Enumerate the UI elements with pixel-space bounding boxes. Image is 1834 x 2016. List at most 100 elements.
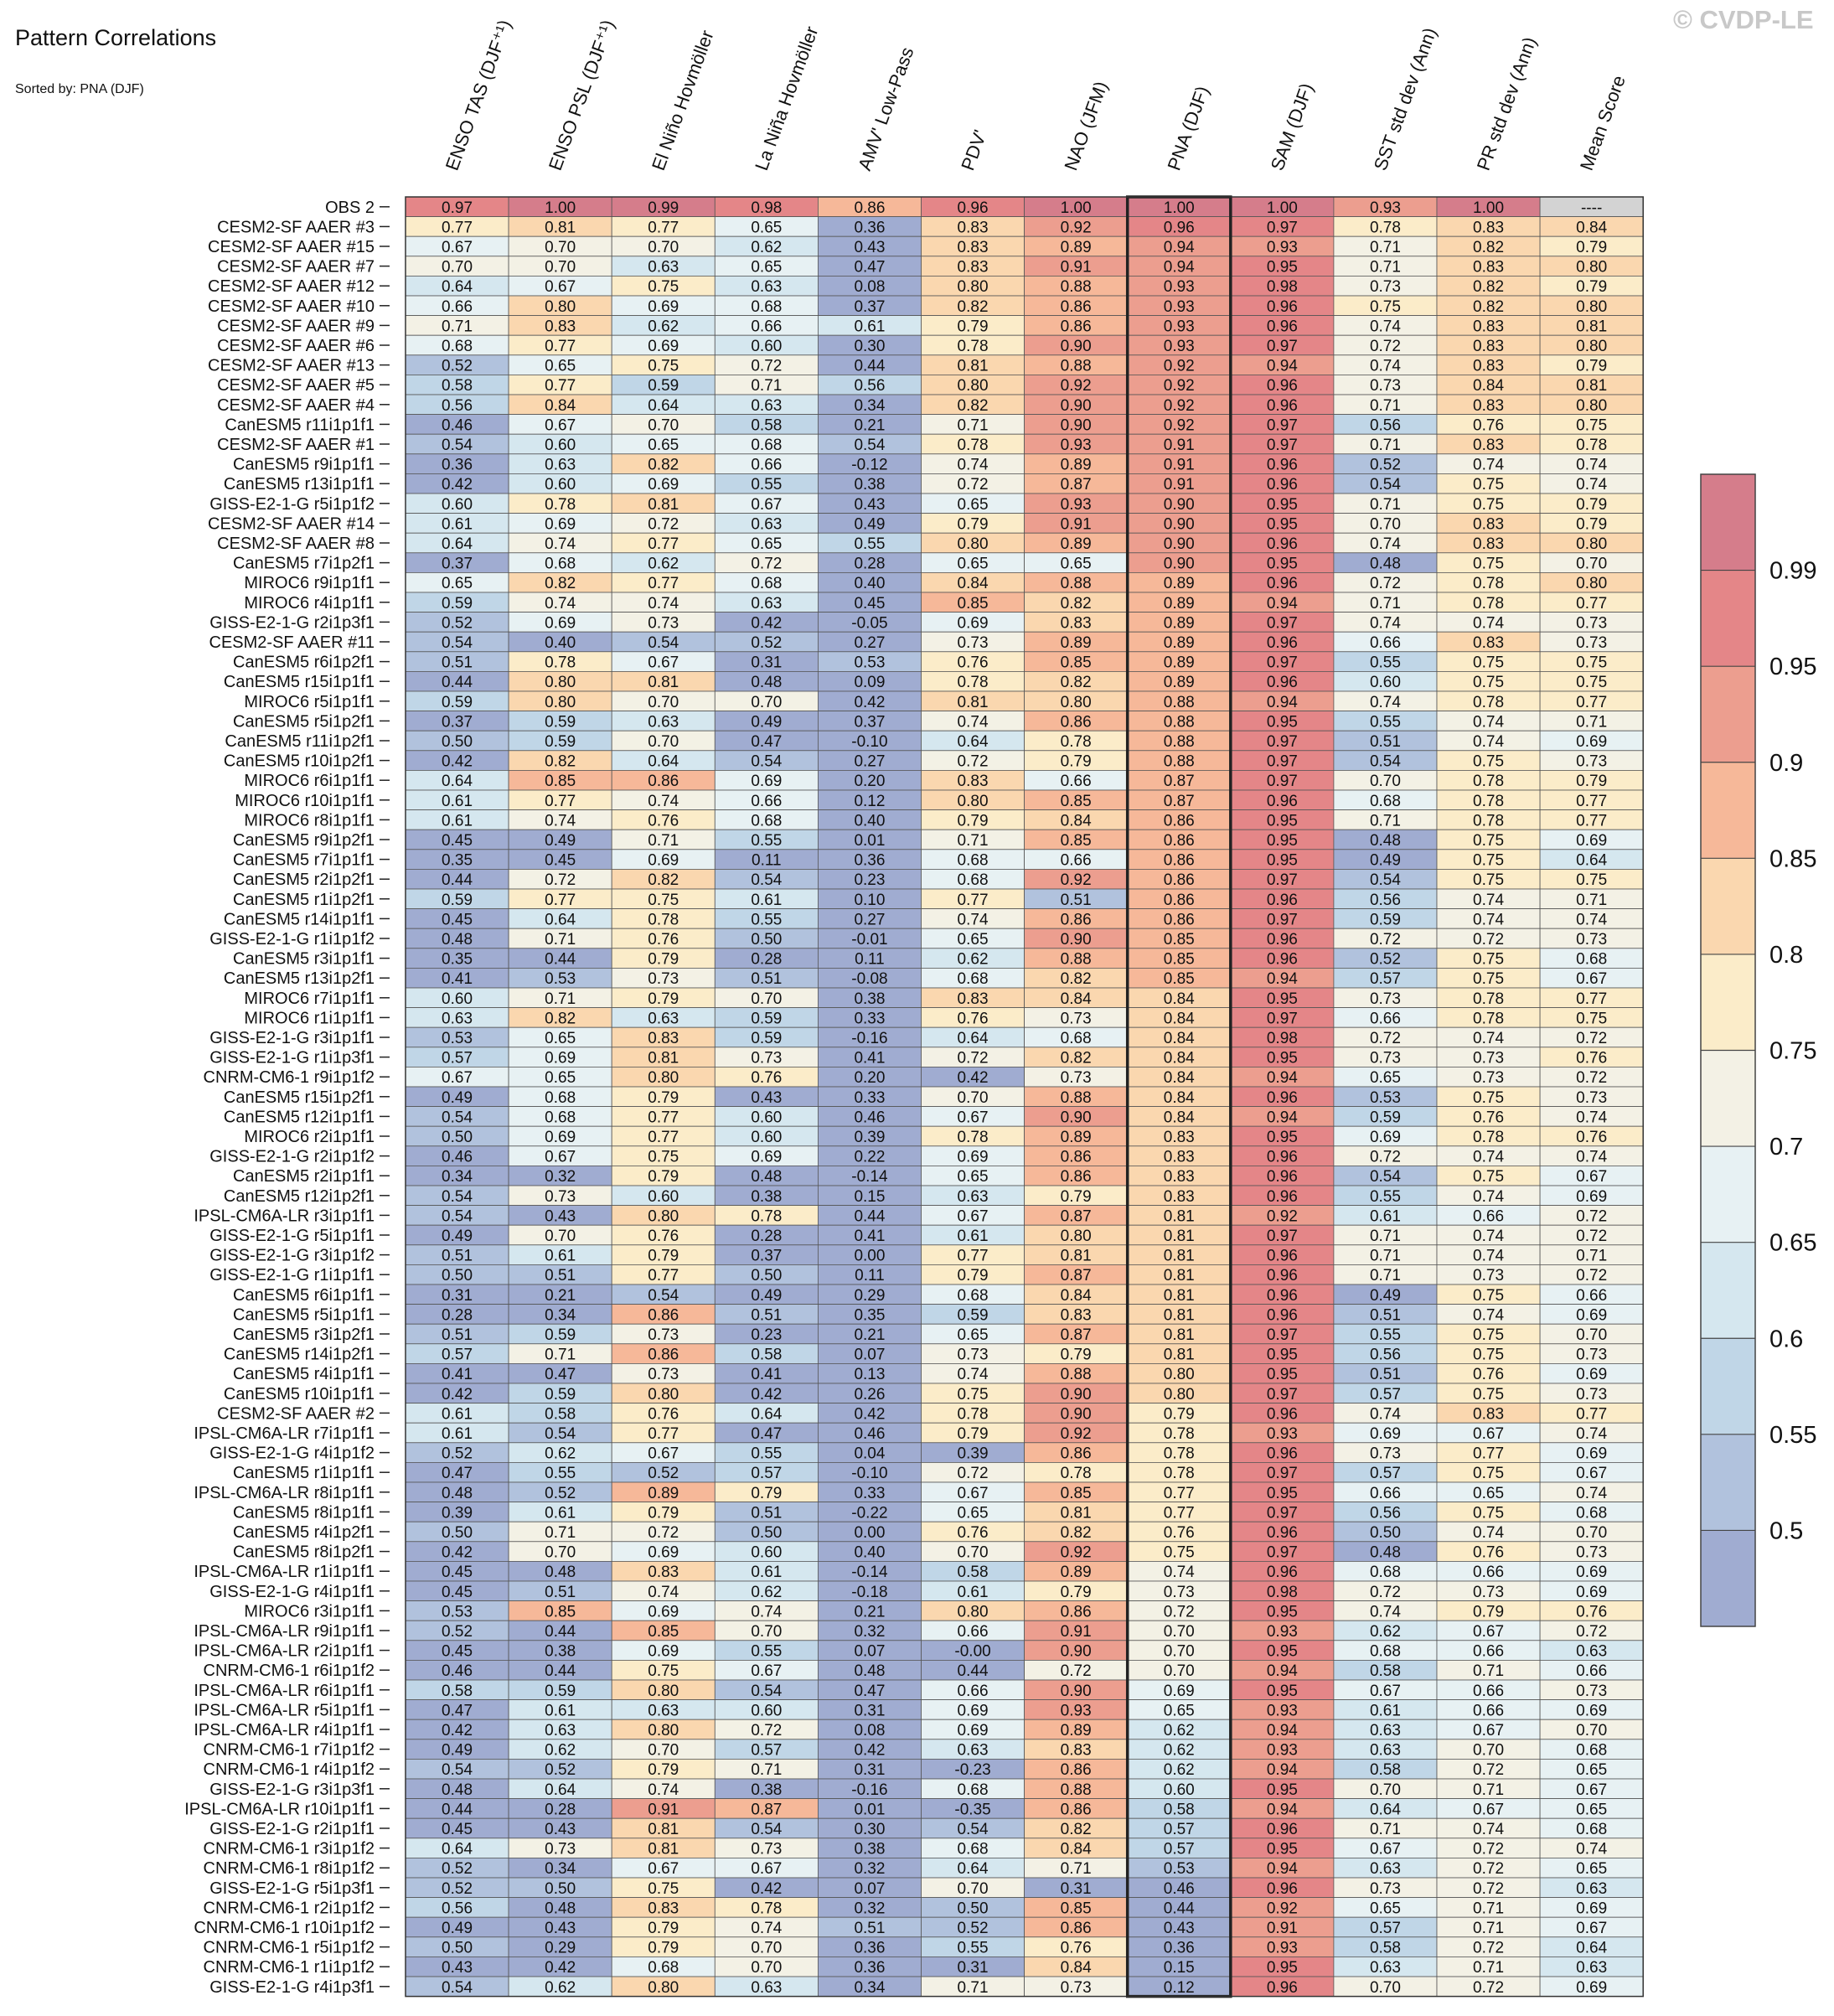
row-label: IPSL-CM6A-LR r5i1p1f1 xyxy=(194,1701,375,1719)
cell-value: 0.73 xyxy=(1370,1880,1401,1898)
cell-value: 0.61 xyxy=(751,1564,782,1581)
cell-value: 0.77 xyxy=(1164,1504,1195,1522)
cell-value: 0.57 xyxy=(751,1465,782,1482)
cell-value: 0.80 xyxy=(545,298,576,316)
cell-value: 0.80 xyxy=(1164,1386,1195,1403)
cell-value: 0.60 xyxy=(751,1129,782,1146)
cell-value: 0.56 xyxy=(1370,1347,1401,1364)
row-label: CanESM5 r7i1p2f1 xyxy=(233,555,375,573)
cell-value: 0.71 xyxy=(1370,496,1401,514)
cell-value: 0.52 xyxy=(442,1860,473,1878)
cell-value: 0.52 xyxy=(545,1761,576,1779)
cell-value: 0.93 xyxy=(1267,239,1298,256)
cell-value: 0.80 xyxy=(958,535,989,553)
cell-value: 0.45 xyxy=(442,1821,473,1838)
cell-value: 0.66 xyxy=(958,1623,989,1641)
cell-value: 0.51 xyxy=(751,970,782,988)
cell-value: 0.85 xyxy=(545,1603,576,1621)
colorbar-swatch xyxy=(1701,1242,1755,1339)
cell-value: 0.63 xyxy=(1370,1959,1401,1977)
cell-value: 0.72 xyxy=(751,1722,782,1739)
cell-value: 0.81 xyxy=(648,1050,679,1067)
cell-value: 0.80 xyxy=(1576,535,1607,553)
cell-value: 0.75 xyxy=(1473,970,1504,988)
cell-value: 0.70 xyxy=(958,1544,989,1562)
row-label: CanESM5 r1i1p1f1 xyxy=(233,1464,375,1482)
cell-value: 0.47 xyxy=(854,259,885,277)
cell-value: 0.84 xyxy=(545,397,576,415)
cell-value: 0.81 xyxy=(648,674,679,691)
cell-value: 0.72 xyxy=(1370,1149,1401,1166)
cell-value: 0.67 xyxy=(751,1860,782,1878)
row-label: CanESM5 r9i1p1f1 xyxy=(233,456,375,474)
cell-value: 0.71 xyxy=(1576,713,1607,731)
cell-value: 0.62 xyxy=(545,1742,576,1760)
cell-value: 0.81 xyxy=(545,219,576,236)
cell-value: 0.57 xyxy=(1370,1465,1401,1482)
cell-value: 0.77 xyxy=(648,535,679,553)
cell-value: 0.78 xyxy=(1370,219,1401,236)
cell-value: 0.61 xyxy=(1370,1207,1401,1225)
cell-value: 0.70 xyxy=(1576,1722,1607,1739)
row-label: CESM2-SF AAER #4 xyxy=(217,396,375,415)
cell-value: 0.70 xyxy=(751,1959,782,1977)
cell-value: 0.71 xyxy=(1370,259,1401,277)
cell-value: 0.71 xyxy=(1370,397,1401,415)
cell-value: 0.90 xyxy=(1164,556,1195,573)
cell-value: 0.58 xyxy=(545,1405,576,1423)
cell-value: 0.97 xyxy=(1267,1504,1298,1522)
cell-value: 0.73 xyxy=(1370,278,1401,296)
cell-value: 0.54 xyxy=(1370,1168,1401,1186)
cell-value: 0.69 xyxy=(648,1544,679,1562)
cell-value: 0.21 xyxy=(854,416,885,434)
cell-value: 0.75 xyxy=(1473,1326,1504,1344)
cell-value: 0.59 xyxy=(442,892,473,909)
cell-value: 0.66 xyxy=(1370,634,1401,652)
cell-value: 0.95 xyxy=(1267,1959,1298,1977)
cell-value: 0.68 xyxy=(1370,1643,1401,1661)
cell-value: 0.72 xyxy=(1473,931,1504,949)
row-label: GISS-E2-1-G r1i1p1f1 xyxy=(209,1266,375,1285)
cell-value: 0.29 xyxy=(545,1940,576,1957)
cell-value: 0.55 xyxy=(751,911,782,928)
row-label: MIROC6 r6i1p1f1 xyxy=(244,772,375,790)
cell-value: 0.63 xyxy=(958,1742,989,1760)
cell-value: 0.82 xyxy=(1061,970,1092,988)
cell-value: 0.83 xyxy=(1164,1129,1195,1146)
row-label: IPSL-CM6A-LR r9i1p1f1 xyxy=(194,1622,375,1641)
cell-value: 0.77 xyxy=(648,1129,679,1146)
cell-value: 0.34 xyxy=(854,1979,885,1997)
cell-value: 0.74 xyxy=(1473,1149,1504,1166)
cell-value: 0.59 xyxy=(751,1010,782,1027)
row-label: CanESM5 r5i1p2f1 xyxy=(233,712,375,731)
cell-value: 0.21 xyxy=(545,1287,576,1305)
cell-value: 0.42 xyxy=(442,1386,473,1403)
cell-value: 0.54 xyxy=(648,1287,679,1305)
cell-value: 0.89 xyxy=(1061,457,1092,474)
cell-value: 0.59 xyxy=(648,377,679,395)
cell-value: 0.68 xyxy=(442,338,473,355)
cell-value: 0.86 xyxy=(1061,318,1092,335)
cell-value: 0.69 xyxy=(751,1149,782,1166)
cell-value: 0.81 xyxy=(648,1841,679,1858)
cell-value: 0.11 xyxy=(752,852,782,870)
cell-value: 0.62 xyxy=(1370,1623,1401,1641)
cell-value: 0.51 xyxy=(1061,892,1092,909)
cell-value: 0.69 xyxy=(1576,1584,1607,1601)
cell-value: 0.85 xyxy=(1061,1900,1092,1917)
cell-value: 0.42 xyxy=(442,476,473,494)
cell-value: 0.44 xyxy=(442,871,473,889)
cell-value: 0.83 xyxy=(958,239,989,256)
row-label: CanESM5 r11i1p2f1 xyxy=(225,732,375,751)
cell-value: 0.37 xyxy=(442,556,473,573)
cell-value: 0.67 xyxy=(545,278,576,296)
cell-value: 0.61 xyxy=(442,1405,473,1423)
cell-value: 0.42 xyxy=(545,1959,576,1977)
cell-value: 0.93 xyxy=(1164,298,1195,316)
cell-value: 0.34 xyxy=(442,1168,473,1186)
cell-value: 0.97 xyxy=(1267,338,1298,355)
cell-value: 0.71 xyxy=(442,318,473,335)
cell-value: 0.66 xyxy=(1473,1564,1504,1581)
cell-value: 0.50 xyxy=(751,1524,782,1542)
